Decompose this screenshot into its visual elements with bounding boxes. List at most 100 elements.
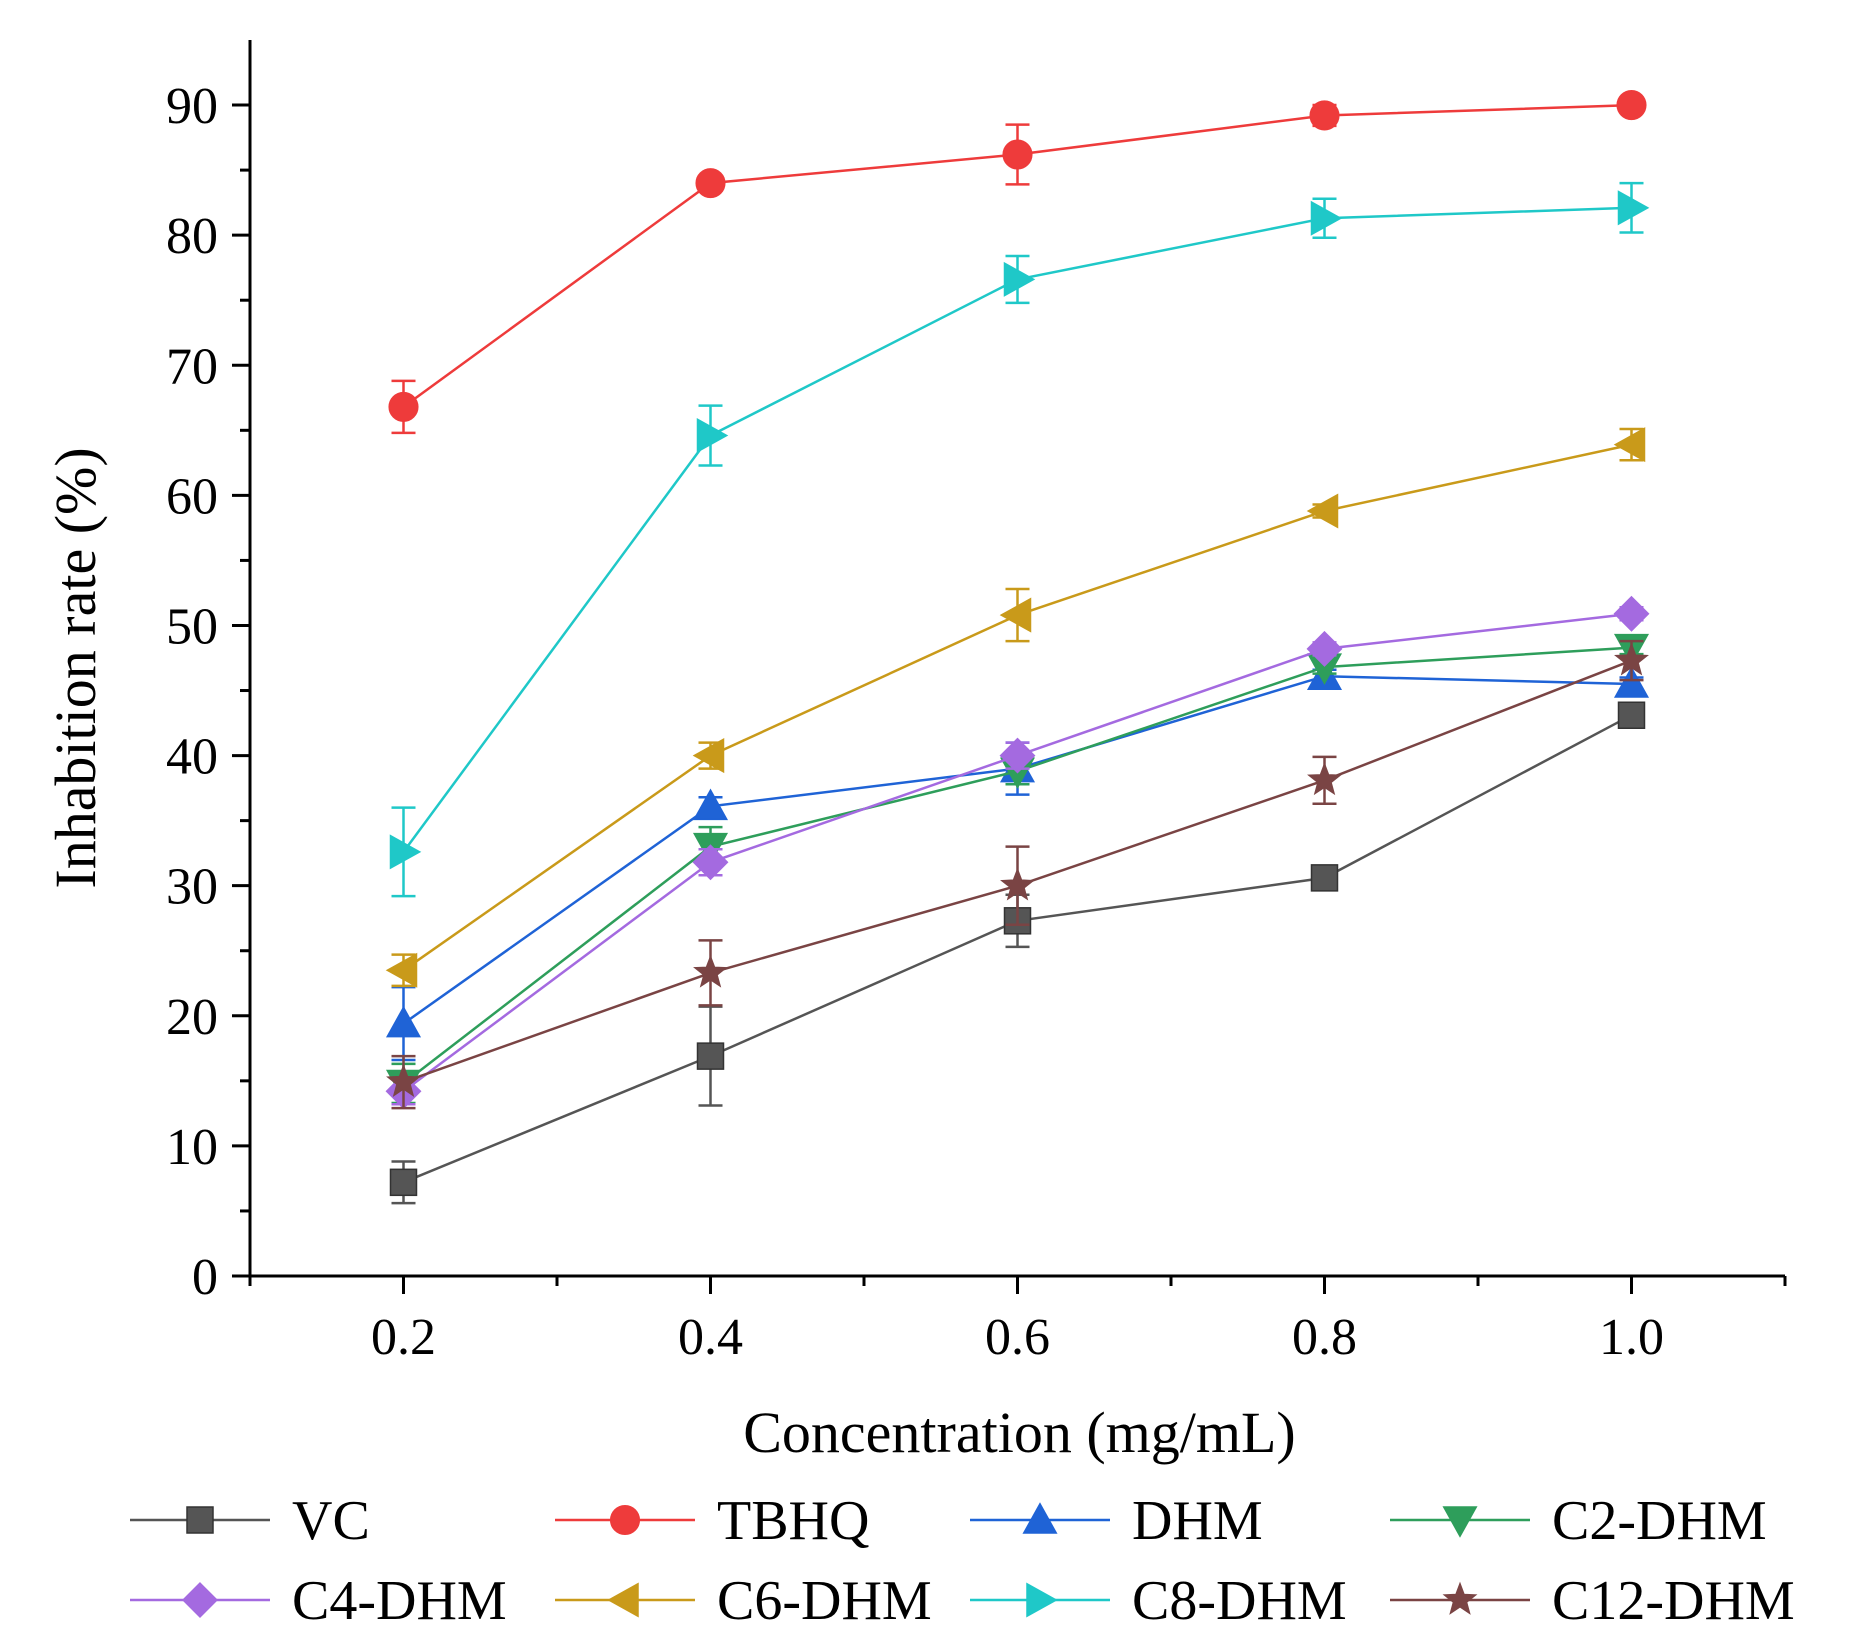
y-axis-title: Inhabition rate (%) xyxy=(43,447,108,888)
legend-label: C12-DHM xyxy=(1552,1570,1795,1632)
marker-circle xyxy=(695,168,726,199)
marker-square xyxy=(389,1168,418,1197)
legend-item-c12-dhm: C12-DHM xyxy=(1390,1570,1795,1632)
x-tick-label: 0.2 xyxy=(371,1309,436,1366)
y-tick-label: 50 xyxy=(166,598,218,655)
legend-marker xyxy=(182,1582,218,1618)
x-tick-label: 1.0 xyxy=(1599,1309,1664,1366)
marker-triangle-left xyxy=(1613,427,1646,463)
data-point xyxy=(1003,261,1036,297)
series-c8-dhm xyxy=(389,181,1650,898)
chart-series xyxy=(385,90,1650,1205)
marker-star xyxy=(1000,867,1035,901)
marker-triangle-left xyxy=(999,597,1032,633)
legend-marker xyxy=(609,1504,641,1536)
y-tick-label: 40 xyxy=(166,729,218,786)
series-c12-dhm xyxy=(386,639,1649,1110)
marker-star xyxy=(693,954,728,988)
data-point xyxy=(1310,200,1343,236)
legend-marker xyxy=(607,1582,639,1618)
data-point xyxy=(1000,867,1035,901)
marker-circle xyxy=(609,1504,641,1536)
data-point xyxy=(385,952,418,988)
data-point xyxy=(1613,666,1650,698)
data-point xyxy=(388,391,419,422)
series-c6-dhm xyxy=(385,427,1646,988)
marker-star xyxy=(1614,642,1649,676)
data-point xyxy=(1617,701,1646,729)
legend-label: TBHQ xyxy=(717,1490,869,1552)
data-point xyxy=(695,168,726,199)
marker-circle xyxy=(1309,100,1340,131)
data-point xyxy=(692,738,725,774)
series-tbhq xyxy=(388,90,1647,435)
data-point xyxy=(1310,864,1339,892)
legend-item-tbhq: TBHQ xyxy=(555,1490,869,1552)
legend-item-c4-dhm: C4-DHM xyxy=(130,1570,507,1632)
data-point xyxy=(385,1005,422,1038)
y-tick-label: 80 xyxy=(166,208,218,265)
data-point xyxy=(389,1168,418,1197)
marker-square xyxy=(1310,864,1339,892)
y-tick-label: 20 xyxy=(166,989,218,1046)
legend-label: C4-DHM xyxy=(292,1570,507,1632)
marker-triangle-left xyxy=(607,1582,639,1618)
legend-marker xyxy=(1442,1506,1478,1538)
legend-marker xyxy=(1022,1502,1058,1534)
marker-diamond xyxy=(1613,595,1650,632)
data-point xyxy=(999,597,1032,633)
legend-label: C6-DHM xyxy=(717,1570,932,1632)
legend-marker xyxy=(186,1506,214,1534)
marker-triangle-left xyxy=(385,952,418,988)
y-tick-label: 0 xyxy=(192,1249,218,1306)
data-point xyxy=(1617,190,1650,226)
x-axis-title: Concentration (mg/mL) xyxy=(743,1400,1295,1465)
legend-label: C2-DHM xyxy=(1552,1490,1767,1552)
legend-label: VC xyxy=(292,1490,370,1552)
legend-marker xyxy=(1442,1581,1478,1615)
y-tick-label: 90 xyxy=(166,78,218,135)
y-tick-label: 10 xyxy=(166,1119,218,1176)
data-point xyxy=(1306,493,1339,529)
marker-circle xyxy=(1002,139,1033,170)
x-tick-label: 0.6 xyxy=(985,1309,1050,1366)
marker-triangle-up xyxy=(385,1005,422,1038)
chart-axes: 0 10 20 30 40 50 60 70 80 90 0.2 0.4 0.6 0.8 1.0 xyxy=(166,40,1787,1366)
marker-triangle-up xyxy=(692,788,729,821)
series-c4-dhm xyxy=(385,595,1650,1110)
marker-triangle-right xyxy=(1003,261,1036,297)
data-point xyxy=(999,737,1036,774)
data-point xyxy=(693,954,728,988)
marker-square xyxy=(696,1042,725,1070)
marker-triangle-right xyxy=(1026,1582,1058,1618)
legend-item-dhm: DHM xyxy=(970,1490,1263,1552)
legend-item-vc: VC xyxy=(130,1490,370,1552)
data-point xyxy=(696,417,729,454)
legend-label: C8-DHM xyxy=(1132,1570,1347,1632)
marker-square xyxy=(1617,701,1646,729)
marker-star xyxy=(386,1063,421,1097)
marker-circle xyxy=(1616,90,1647,121)
marker-diamond xyxy=(1306,630,1343,667)
marker-square xyxy=(186,1506,214,1534)
marker-circle xyxy=(388,391,419,422)
marker-diamond xyxy=(182,1582,218,1618)
data-point xyxy=(1002,139,1033,170)
data-point xyxy=(692,844,729,881)
legend-marker xyxy=(1026,1582,1058,1618)
marker-diamond xyxy=(692,844,729,881)
data-point xyxy=(692,788,729,821)
marker-triangle-down xyxy=(1442,1506,1478,1538)
y-tick-label: 70 xyxy=(166,338,218,395)
data-point xyxy=(1614,642,1649,676)
marker-triangle-right xyxy=(1310,200,1343,236)
legend-label: DHM xyxy=(1132,1490,1263,1552)
legend-item-c8-dhm: C8-DHM xyxy=(970,1570,1347,1632)
data-point xyxy=(1613,595,1650,632)
marker-triangle-up xyxy=(1613,666,1650,698)
marker-triangle-up xyxy=(1022,1502,1058,1534)
marker-diamond xyxy=(999,737,1036,774)
marker-triangle-right xyxy=(696,417,729,454)
marker-star xyxy=(1442,1581,1478,1615)
